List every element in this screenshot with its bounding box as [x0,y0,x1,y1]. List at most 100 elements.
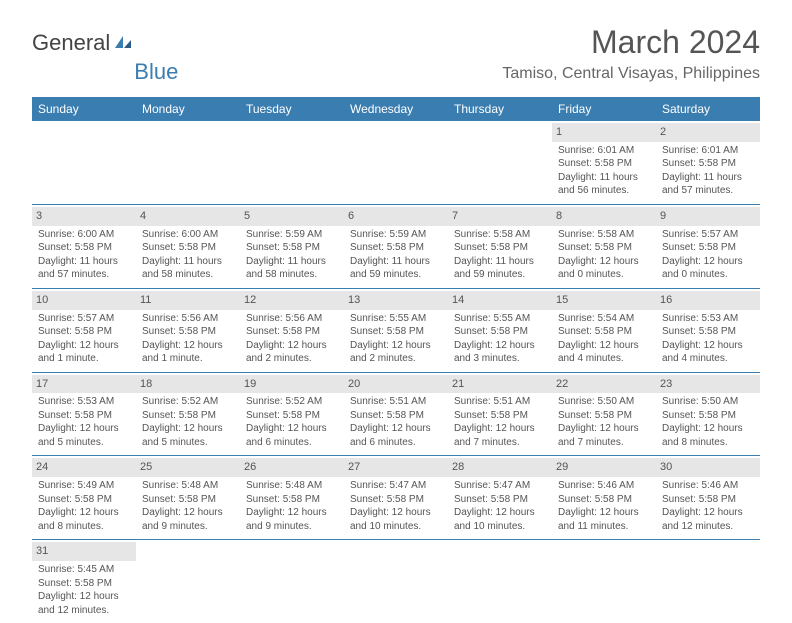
day-number: 20 [344,375,448,394]
header-right: March 2024 Tamiso, Central Visayas, Phil… [502,24,760,89]
day-number: 18 [136,375,240,394]
calendar-day-cell: 29Sunrise: 5:46 AMSunset: 5:58 PMDayligh… [552,456,656,540]
sunrise-text: Sunrise: 6:01 AM [558,144,650,158]
calendar-day-cell: 16Sunrise: 5:53 AMSunset: 5:58 PMDayligh… [656,288,760,372]
day-number: 23 [656,375,760,394]
day-number: 9 [656,207,760,226]
sunrise-text: Sunrise: 5:51 AM [454,395,546,409]
calendar-day-cell: 25Sunrise: 5:48 AMSunset: 5:58 PMDayligh… [136,456,240,540]
sunset-text: Sunset: 5:58 PM [142,241,234,255]
sunrise-text: Sunrise: 5:53 AM [38,395,130,409]
day-number: 8 [552,207,656,226]
day-number: 1 [552,123,656,142]
calendar-day-cell: 30Sunrise: 5:46 AMSunset: 5:58 PMDayligh… [656,456,760,540]
calendar-day-cell: 20Sunrise: 5:51 AMSunset: 5:58 PMDayligh… [344,372,448,456]
daylight-text: Daylight: 12 hours and 6 minutes. [246,422,338,449]
calendar-day-cell: 11Sunrise: 5:56 AMSunset: 5:58 PMDayligh… [136,288,240,372]
sunset-text: Sunset: 5:58 PM [558,157,650,171]
daylight-text: Daylight: 12 hours and 12 minutes. [662,506,754,533]
daylight-text: Daylight: 12 hours and 4 minutes. [558,339,650,366]
day-number: 2 [656,123,760,142]
calendar-empty-cell [240,540,344,623]
daylight-text: Daylight: 12 hours and 9 minutes. [142,506,234,533]
day-number: 28 [448,458,552,477]
calendar-empty-cell [656,540,760,623]
calendar-day-cell: 13Sunrise: 5:55 AMSunset: 5:58 PMDayligh… [344,288,448,372]
sunset-text: Sunset: 5:58 PM [38,577,130,591]
weekday-header: Wednesday [344,97,448,121]
calendar-empty-cell [448,540,552,623]
sunrise-text: Sunrise: 5:58 AM [558,228,650,242]
sunset-text: Sunset: 5:58 PM [246,493,338,507]
daylight-text: Daylight: 12 hours and 6 minutes. [350,422,442,449]
daylight-text: Daylight: 12 hours and 2 minutes. [350,339,442,366]
sunrise-text: Sunrise: 5:47 AM [350,479,442,493]
calendar-empty-cell [240,121,344,204]
daylight-text: Daylight: 12 hours and 1 minute. [142,339,234,366]
calendar-day-cell: 12Sunrise: 5:56 AMSunset: 5:58 PMDayligh… [240,288,344,372]
day-number: 22 [552,375,656,394]
sunrise-text: Sunrise: 5:49 AM [38,479,130,493]
brand-text-1: General [32,30,110,56]
day-number: 11 [136,291,240,310]
calendar-day-cell: 7Sunrise: 5:58 AMSunset: 5:58 PMDaylight… [448,204,552,288]
calendar-day-cell: 28Sunrise: 5:47 AMSunset: 5:58 PMDayligh… [448,456,552,540]
daylight-text: Daylight: 11 hours and 57 minutes. [38,255,130,282]
day-number: 6 [344,207,448,226]
daylight-text: Daylight: 12 hours and 5 minutes. [38,422,130,449]
sunrise-text: Sunrise: 5:59 AM [246,228,338,242]
day-number: 10 [32,291,136,310]
calendar-empty-cell [136,121,240,204]
calendar-day-cell: 8Sunrise: 5:58 AMSunset: 5:58 PMDaylight… [552,204,656,288]
weekday-header: Friday [552,97,656,121]
sunset-text: Sunset: 5:58 PM [142,493,234,507]
sunset-text: Sunset: 5:58 PM [662,325,754,339]
sunrise-text: Sunrise: 5:52 AM [246,395,338,409]
sunset-text: Sunset: 5:58 PM [350,241,442,255]
calendar-week-row: 1 Sunrise: 6:01 AMSunset: 5:58 PMDaylight… [32,121,760,204]
calendar-day-cell: 26Sunrise: 5:48 AMSunset: 5:58 PMDayligh… [240,456,344,540]
sunrise-text: Sunrise: 5:56 AM [142,312,234,326]
weekday-header: Monday [136,97,240,121]
calendar-empty-cell [448,121,552,204]
calendar-day-cell: 3Sunrise: 6:00 AMSunset: 5:58 PMDaylight… [32,204,136,288]
sunset-text: Sunset: 5:58 PM [454,325,546,339]
daylight-text: Daylight: 12 hours and 0 minutes. [662,255,754,282]
calendar-day-cell: 23Sunrise: 5:50 AMSunset: 5:58 PMDayligh… [656,372,760,456]
day-number: 21 [448,375,552,394]
sunset-text: Sunset: 5:58 PM [246,409,338,423]
calendar-week-row: 17Sunrise: 5:53 AMSunset: 5:58 PMDayligh… [32,372,760,456]
sunrise-text: Sunrise: 5:50 AM [558,395,650,409]
sunset-text: Sunset: 5:58 PM [662,241,754,255]
daylight-text: Daylight: 12 hours and 8 minutes. [38,506,130,533]
sunset-text: Sunset: 5:58 PM [454,241,546,255]
calendar-empty-cell [32,121,136,204]
calendar-body: 1Sunrise: 6:01 AMSunset: 5:58 PMDaylight… [32,121,760,623]
calendar-day-cell: 6Sunrise: 5:59 AMSunset: 5:58 PMDaylight… [344,204,448,288]
month-title: March 2024 [502,24,760,61]
calendar-day-cell: 2Sunrise: 6:01 AMSunset: 5:58 PMDaylight… [656,121,760,204]
sunrise-text: Sunrise: 5:58 AM [454,228,546,242]
day-number: 29 [552,458,656,477]
daylight-text: Daylight: 12 hours and 5 minutes. [142,422,234,449]
daylight-text: Daylight: 11 hours and 56 minutes. [558,171,650,198]
sunrise-text: Sunrise: 5:54 AM [558,312,650,326]
daylight-text: Daylight: 12 hours and 8 minutes. [662,422,754,449]
daylight-text: Daylight: 11 hours and 58 minutes. [142,255,234,282]
calendar-day-cell: 17Sunrise: 5:53 AMSunset: 5:58 PMDayligh… [32,372,136,456]
weekday-header: Thursday [448,97,552,121]
sunset-text: Sunset: 5:58 PM [350,325,442,339]
calendar-day-cell: 18Sunrise: 5:52 AMSunset: 5:58 PMDayligh… [136,372,240,456]
daylight-text: Daylight: 12 hours and 7 minutes. [558,422,650,449]
daylight-text: Daylight: 11 hours and 59 minutes. [350,255,442,282]
sunrise-text: Sunrise: 5:46 AM [558,479,650,493]
day-number: 15 [552,291,656,310]
calendar-day-cell: 1 Sunrise: 6:01 AMSunset: 5:58 PMDaylight… [552,121,656,204]
daylight-text: Daylight: 12 hours and 10 minutes. [350,506,442,533]
sunset-text: Sunset: 5:58 PM [558,493,650,507]
daylight-text: Daylight: 12 hours and 7 minutes. [454,422,546,449]
sunset-text: Sunset: 5:58 PM [246,241,338,255]
sunset-text: Sunset: 5:58 PM [350,493,442,507]
sunset-text: Sunset: 5:58 PM [246,325,338,339]
calendar-day-cell: 4Sunrise: 6:00 AMSunset: 5:58 PMDaylight… [136,204,240,288]
